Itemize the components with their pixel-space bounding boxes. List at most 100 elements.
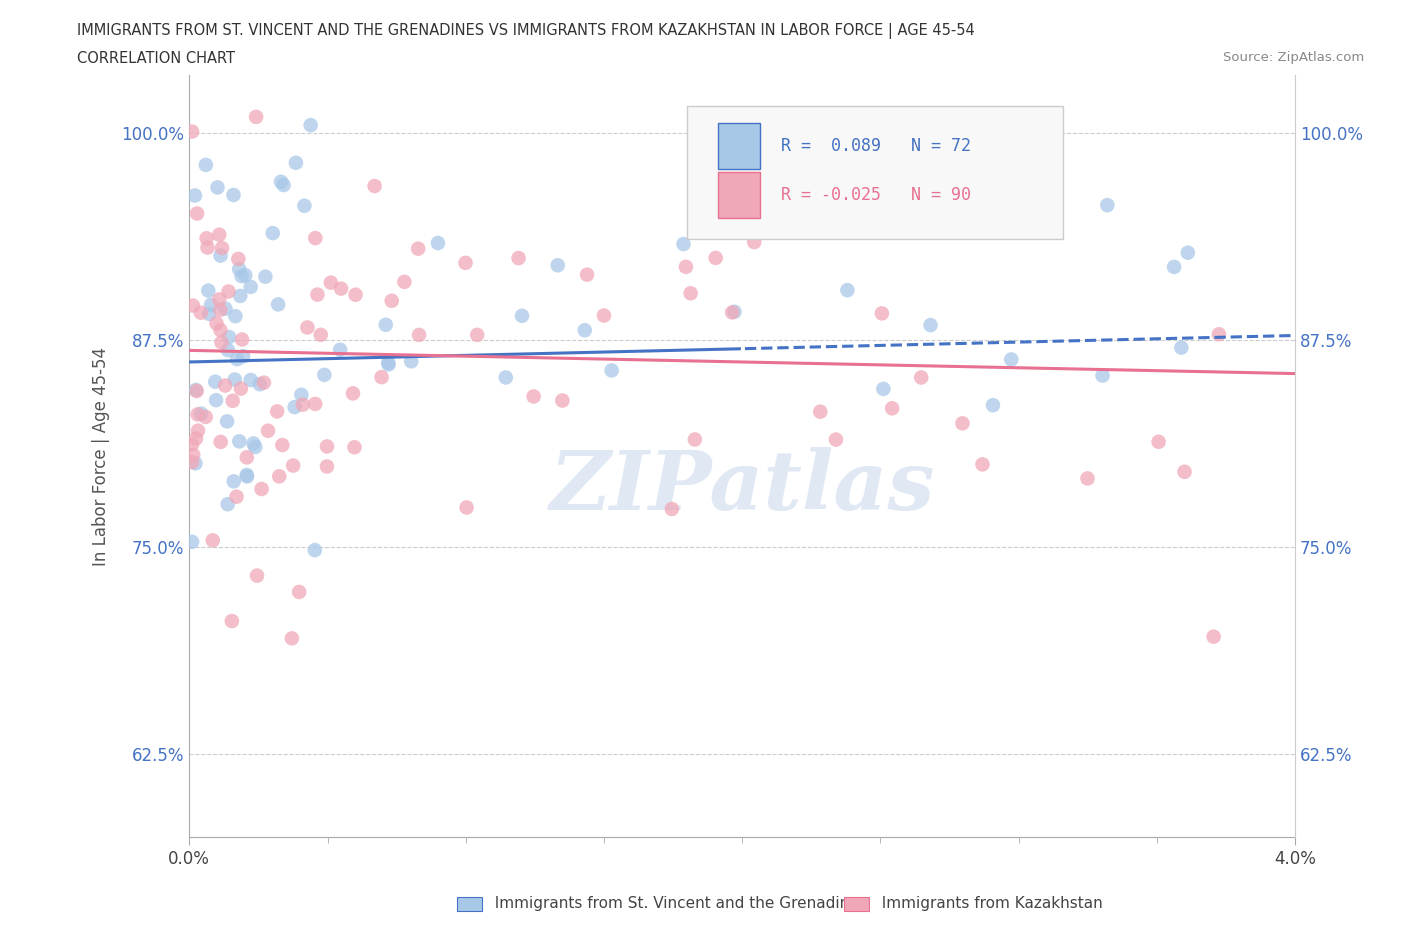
Point	[208, 292, 231, 307]
Point	[246, 568, 269, 583]
Point	[186, 206, 208, 221]
Point	[723, 304, 745, 319]
Point	[408, 327, 430, 342]
Point	[314, 367, 336, 382]
Point	[381, 293, 404, 308]
Point	[218, 329, 240, 344]
Text: Immigrants from St. Vincent and the Grenadines: Immigrants from St. Vincent and the Gren…	[485, 897, 868, 911]
Point	[217, 497, 239, 512]
Point	[363, 179, 385, 193]
Point	[297, 320, 319, 335]
Point	[221, 614, 243, 629]
Point	[186, 383, 208, 398]
Point	[208, 227, 231, 242]
Point	[675, 259, 697, 274]
Point	[218, 284, 240, 299]
Point	[190, 305, 212, 320]
Point	[981, 398, 1004, 413]
Point	[304, 396, 326, 411]
Point	[209, 323, 232, 338]
Point	[184, 456, 207, 471]
Point	[661, 501, 683, 516]
Point	[187, 423, 209, 438]
Point	[281, 631, 304, 645]
Point	[547, 258, 569, 272]
Text: Immigrants from Kazakhstan: Immigrants from Kazakhstan	[872, 897, 1102, 911]
Point	[307, 287, 329, 302]
Point	[679, 286, 702, 300]
Bar	[718, 172, 759, 218]
Point	[672, 236, 695, 251]
Point	[551, 393, 574, 408]
Point	[394, 274, 416, 289]
Point	[198, 307, 221, 322]
Point	[284, 155, 307, 170]
Point	[1173, 464, 1195, 479]
Point	[281, 458, 304, 473]
Point	[576, 267, 599, 282]
Point	[972, 457, 994, 472]
Point	[214, 301, 236, 316]
Point	[249, 377, 271, 392]
Point	[330, 281, 353, 296]
Point	[882, 401, 904, 416]
Point	[217, 342, 239, 357]
Point	[374, 317, 396, 332]
Text: CORRELATION CHART: CORRELATION CHART	[77, 51, 235, 66]
FancyBboxPatch shape	[688, 106, 1063, 239]
Point	[228, 261, 250, 276]
Point	[401, 353, 423, 368]
Point	[187, 407, 209, 422]
Point	[207, 180, 229, 195]
Point	[204, 374, 226, 389]
Point	[250, 482, 273, 497]
Point	[245, 110, 267, 125]
Point	[181, 299, 204, 313]
Point	[236, 468, 259, 483]
Point	[181, 535, 204, 550]
Point	[242, 436, 264, 451]
Point	[872, 381, 894, 396]
Point	[1208, 326, 1230, 341]
Point	[181, 437, 204, 452]
Point	[290, 388, 312, 403]
Text: R =  0.089   N = 72: R = 0.089 N = 72	[780, 138, 972, 155]
Point	[205, 316, 228, 331]
Point	[211, 335, 233, 350]
Point	[991, 118, 1014, 133]
Point	[253, 375, 276, 390]
Point	[273, 178, 295, 193]
Point	[267, 297, 290, 312]
Point	[1076, 471, 1098, 485]
Point	[211, 241, 233, 256]
Point	[231, 269, 253, 284]
Point	[229, 288, 252, 303]
Point	[304, 543, 326, 558]
Point	[288, 585, 311, 600]
Point	[737, 226, 759, 241]
Point	[226, 352, 249, 366]
Point	[837, 283, 859, 298]
Point	[236, 469, 259, 484]
Point	[952, 416, 974, 431]
Point	[704, 250, 727, 265]
Point	[593, 308, 616, 323]
Point	[825, 432, 848, 447]
Point	[181, 455, 204, 470]
Point	[1000, 352, 1022, 367]
Point	[342, 386, 364, 401]
Point	[262, 226, 284, 241]
Point	[1147, 434, 1170, 449]
Point	[284, 400, 307, 415]
Point	[231, 332, 253, 347]
Point	[197, 284, 219, 299]
Point	[377, 357, 399, 372]
Point	[222, 393, 245, 408]
Point	[225, 489, 247, 504]
Point	[190, 406, 212, 421]
Bar	[718, 124, 759, 169]
Text: R = -0.025   N = 90: R = -0.025 N = 90	[780, 186, 972, 204]
Point	[291, 397, 314, 412]
Point	[257, 423, 280, 438]
Point	[910, 370, 932, 385]
